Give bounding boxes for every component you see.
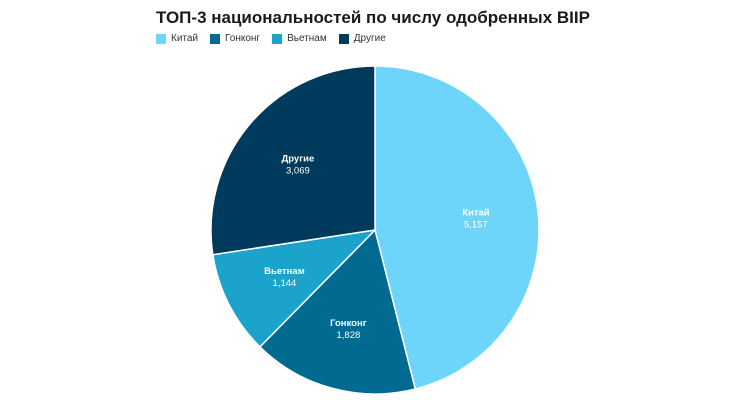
legend-label-vietnam: Вьетнам <box>287 33 327 44</box>
slice-value-others: 3,069 <box>286 166 310 177</box>
legend-item-china[interactable]: Китай <box>156 33 198 44</box>
legend-item-hongkong[interactable]: Гонконг <box>210 33 260 44</box>
legend-item-vietnam[interactable]: Вьетнам <box>272 33 327 44</box>
slice-value-china: 5,157 <box>464 219 488 230</box>
pie-slice-hongkong[interactable] <box>258 228 417 395</box>
pie-slice-others[interactable] <box>210 65 376 256</box>
legend-swatch-china <box>156 33 166 44</box>
legend-label-others: Другие <box>353 33 386 44</box>
slice-label-china: Китай <box>462 207 490 218</box>
legend-swatch-vietnam <box>272 33 283 44</box>
legend-label-hongkong: Гонконг <box>225 33 261 44</box>
pie-slice-vietnam[interactable] <box>212 228 378 348</box>
slice-label-hongkong: Гонконг <box>330 318 367 329</box>
legend-swatch-others <box>338 33 349 44</box>
legend-item-others[interactable]: Другие <box>338 33 386 44</box>
chart-legend: Китай Гонконг Вьетнам Другие <box>156 33 386 44</box>
pie-slice-china[interactable] <box>374 65 540 390</box>
legend-swatch-hongkong <box>210 33 221 44</box>
slice-label-vietnam: Вьетнам <box>264 266 305 277</box>
chart-title: ТОП-3 национальностей по числу одобренны… <box>156 8 590 27</box>
legend-label-china: Китай <box>171 33 199 44</box>
slice-label-others: Другие <box>281 154 314 165</box>
slice-value-vietnam: 1,144 <box>273 278 297 289</box>
slice-value-hongkong: 1,828 <box>336 330 360 341</box>
